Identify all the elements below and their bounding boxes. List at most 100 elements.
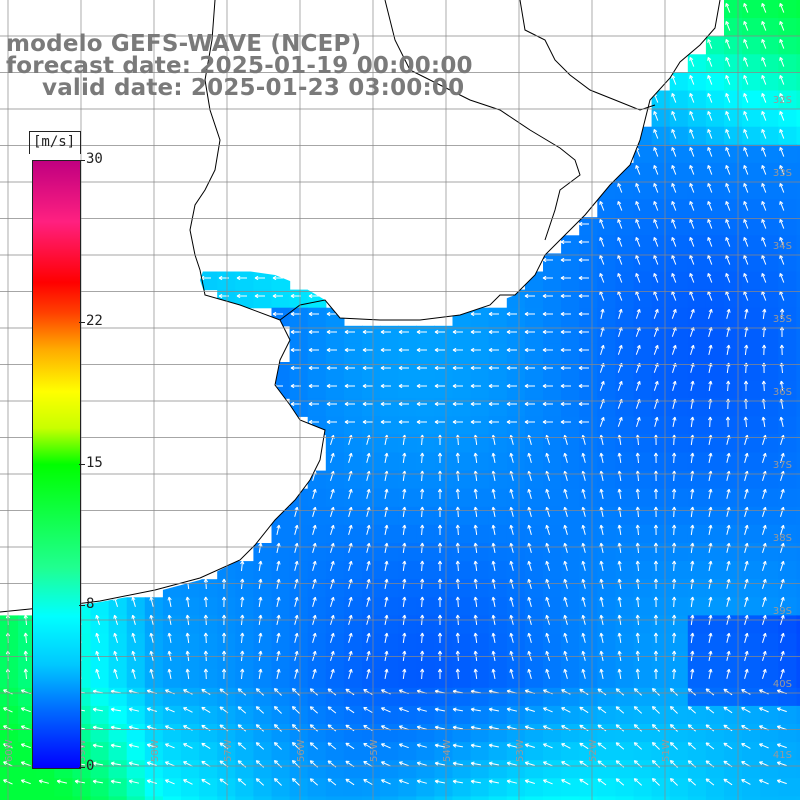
wind-speed-cell	[398, 634, 417, 653]
wind-speed-cell	[688, 561, 707, 580]
wind-speed-cell	[344, 344, 363, 363]
wind-speed-cell	[489, 543, 508, 562]
wind-speed-cell	[308, 543, 327, 562]
wind-speed-cell	[308, 670, 327, 689]
wind-speed-cell	[272, 778, 291, 797]
wind-speed-cell	[796, 597, 800, 616]
wind-speed-cell	[0, 778, 19, 797]
wind-speed-cell	[670, 634, 689, 653]
wind-speed-cell	[362, 579, 381, 598]
wind-speed-cell	[0, 634, 19, 653]
wind-speed-cell	[109, 634, 128, 653]
wind-speed-cell	[380, 796, 399, 800]
wind-speed-cell	[796, 742, 800, 761]
colorbar	[32, 160, 81, 769]
wind-speed-cell	[471, 525, 490, 544]
wind-speed-cell	[507, 706, 526, 725]
wind-speed-cell	[416, 471, 435, 490]
wind-speed-cell	[434, 579, 453, 598]
wind-speed-cell	[0, 796, 19, 800]
wind-speed-cell	[0, 760, 19, 779]
wind-speed-cell	[434, 670, 453, 689]
wind-speed-cell	[796, 688, 800, 707]
wind-speed-cell	[688, 634, 707, 653]
title-valid-date: valid date: 2025-01-23 03:00:00	[42, 76, 464, 100]
wind-speed-cell	[290, 652, 309, 671]
wind-speed-cell	[760, 652, 779, 671]
wind-speed-cell	[380, 652, 399, 671]
wind-speed-cell	[434, 597, 453, 616]
wind-speed-cell	[253, 634, 272, 653]
wind-speed-cell	[362, 670, 381, 689]
wind-speed-cell	[489, 471, 508, 490]
wind-speed-cell	[416, 543, 435, 562]
wind-speed-cell	[796, 72, 800, 91]
wind-speed-cell	[489, 416, 508, 435]
wind-speed-cell	[253, 742, 272, 761]
wind-speed-cell	[36, 796, 55, 800]
wind-speed-cell	[308, 525, 327, 544]
wind-speed-cell	[217, 634, 236, 653]
wind-speed-cell	[308, 380, 327, 399]
wind-speed-cell	[471, 380, 490, 399]
wind-speed-cell	[416, 670, 435, 689]
wind-speed-cell	[127, 796, 146, 800]
wind-speed-cell	[253, 561, 272, 580]
wind-speed-cell	[290, 760, 309, 779]
wind-speed-cell	[615, 778, 634, 797]
wind-speed-cell	[507, 326, 526, 345]
wind-speed-cell	[525, 290, 544, 309]
wind-speed-cell	[453, 670, 472, 689]
wind-speed-cell	[235, 597, 254, 616]
wind-speed-cell	[525, 380, 544, 399]
wind-speed-cell	[290, 507, 309, 526]
wind-speed-cell	[380, 344, 399, 363]
wind-speed-cell	[561, 308, 580, 327]
wind-speed-cell	[416, 507, 435, 526]
wind-speed-cell	[344, 615, 363, 634]
wind-speed-cell	[670, 416, 689, 435]
wind-speed-cell	[778, 706, 797, 725]
wind-speed-cell	[253, 760, 272, 779]
wind-speed-cell	[0, 615, 19, 634]
wind-speed-cell	[272, 634, 291, 653]
wind-speed-cell	[597, 326, 616, 345]
wind-speed-cell	[163, 652, 182, 671]
wind-speed-cell	[507, 416, 526, 435]
wind-speed-cell	[362, 380, 381, 399]
wind-speed-cell	[380, 489, 399, 508]
wind-speed-cell	[416, 380, 435, 399]
wind-speed-cell	[579, 272, 598, 291]
wind-speed-cell	[724, 72, 743, 91]
wind-speed-cell	[724, 652, 743, 671]
wind-speed-cell	[362, 652, 381, 671]
wind-speed-cell	[217, 688, 236, 707]
wind-speed-cell	[453, 507, 472, 526]
wind-speed-cell	[253, 796, 272, 800]
latitude-label: 39S	[773, 606, 792, 617]
wind-speed-cell	[434, 796, 453, 800]
wind-speed-cell	[91, 796, 110, 800]
wind-speed-cell	[489, 326, 508, 345]
wind-speed-cell	[471, 344, 490, 363]
wind-speed-cell	[796, 507, 800, 526]
wind-speed-cell	[796, 54, 800, 73]
wind-speed-cell	[362, 543, 381, 562]
wind-speed-cell	[344, 380, 363, 399]
wind-speed-cell	[163, 615, 182, 634]
wind-speed-cell	[344, 416, 363, 435]
wind-speed-cell	[742, 796, 761, 800]
wind-speed-cell	[199, 652, 218, 671]
wind-speed-cell	[163, 634, 182, 653]
wind-speed-cell	[0, 688, 19, 707]
wind-speed-cell	[760, 36, 779, 55]
longitude-label: 60W	[4, 739, 15, 762]
wind-speed-cell	[217, 579, 236, 598]
wind-speed-cell	[235, 652, 254, 671]
wind-speed-cell	[670, 670, 689, 689]
wind-speed-cell	[796, 615, 800, 634]
wind-speed-cell	[796, 253, 800, 272]
wind-speed-cell	[489, 615, 508, 634]
wind-speed-cell	[760, 109, 779, 128]
